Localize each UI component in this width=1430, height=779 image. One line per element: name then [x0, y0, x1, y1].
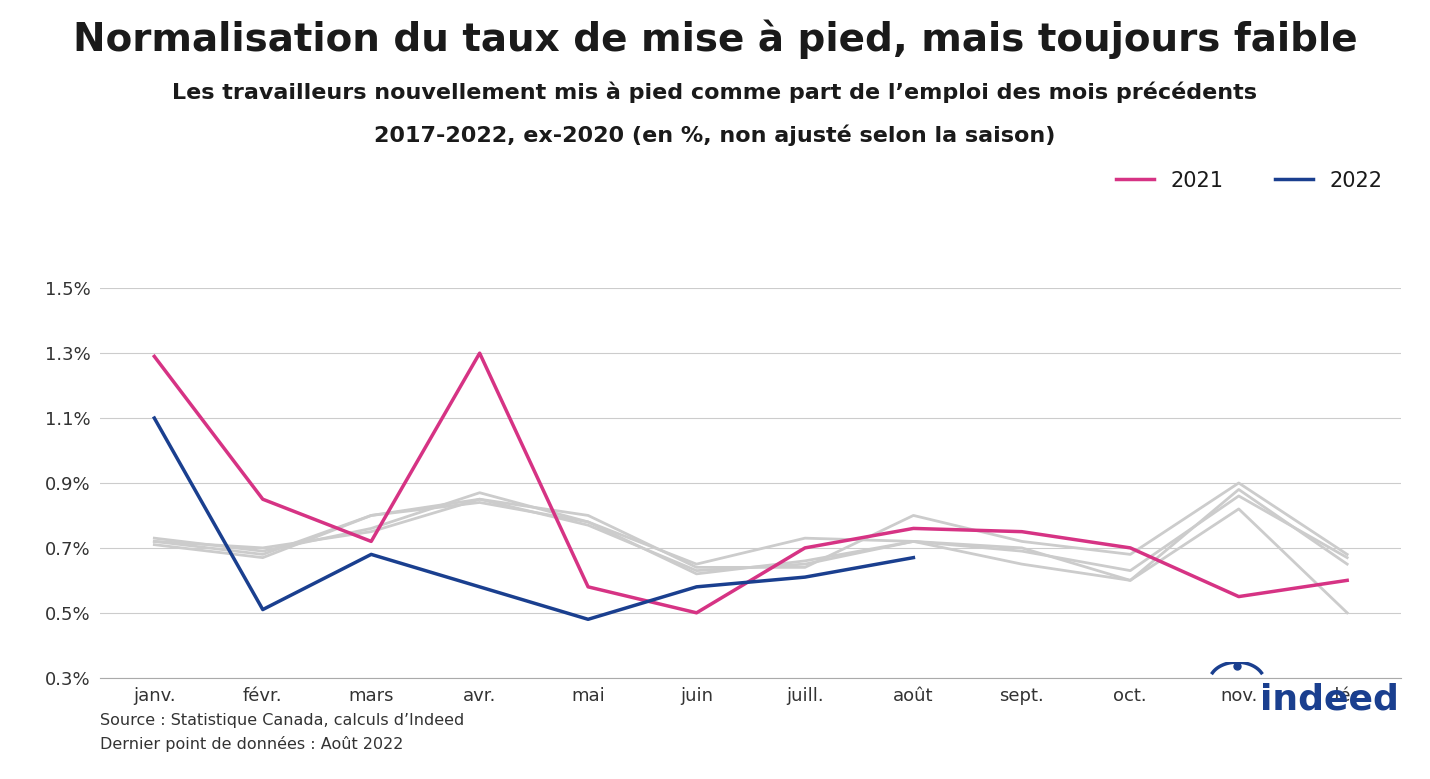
Text: 2017-2022, ex-2020 (en %, non ajusté selon la saison): 2017-2022, ex-2020 (en %, non ajusté sel…	[375, 125, 1055, 146]
Text: indeed: indeed	[1260, 682, 1399, 717]
Legend: 2021, 2022: 2021, 2022	[1108, 162, 1391, 199]
Text: Les travailleurs nouvellement mis à pied comme part de l’emploi des mois précéde: Les travailleurs nouvellement mis à pied…	[173, 82, 1257, 104]
Text: Dernier point de données : Août 2022: Dernier point de données : Août 2022	[100, 736, 403, 753]
Text: Normalisation du taux de mise à pied, mais toujours faible: Normalisation du taux de mise à pied, ma…	[73, 19, 1357, 59]
Text: Source : Statistique Canada, calculs d’Indeed: Source : Statistique Canada, calculs d’I…	[100, 713, 465, 728]
